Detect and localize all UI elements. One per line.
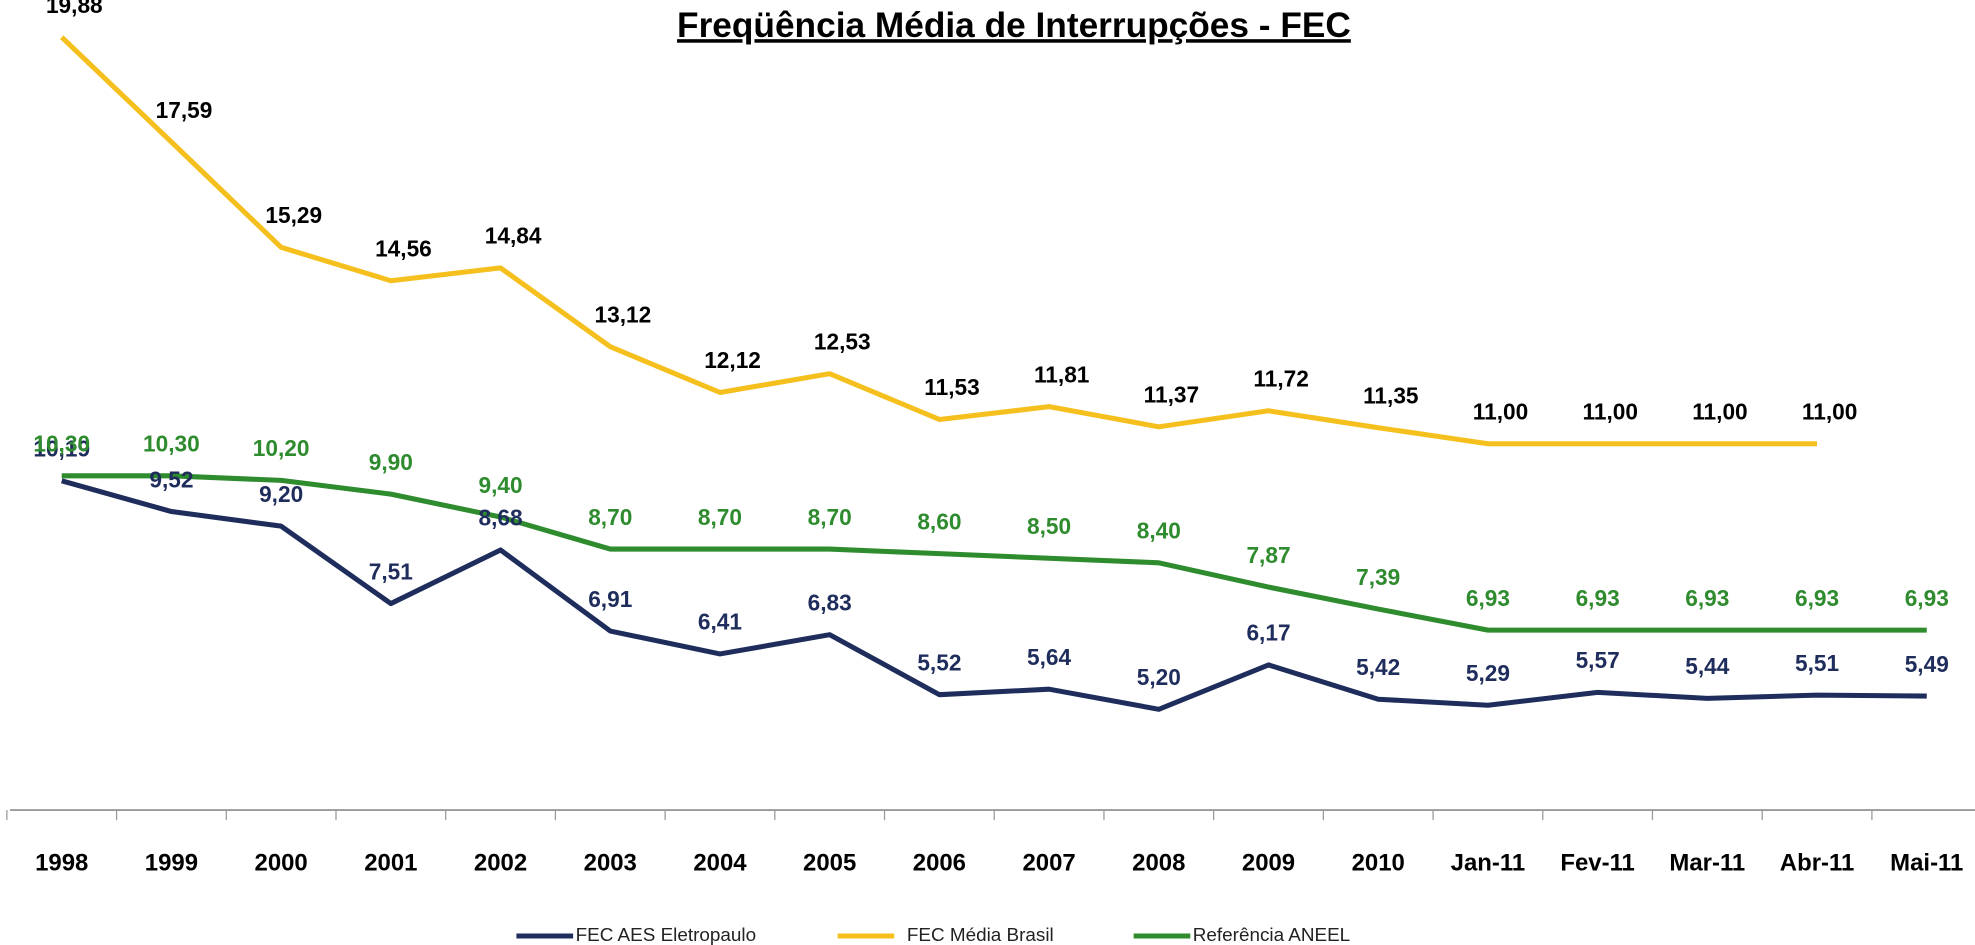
data-label: 5,49 bbox=[1905, 651, 1949, 677]
data-label: 5,64 bbox=[1027, 644, 1071, 670]
data-label: 13,12 bbox=[595, 301, 652, 327]
data-label: 9,20 bbox=[259, 481, 303, 507]
data-label: 8,70 bbox=[698, 504, 742, 530]
data-label: 8,60 bbox=[917, 508, 961, 534]
data-label: 5,44 bbox=[1685, 653, 1729, 679]
x-tick-label: Mai-11 bbox=[1890, 850, 1963, 877]
data-label: 7,87 bbox=[1246, 542, 1290, 568]
data-label: 8,70 bbox=[808, 504, 852, 530]
data-label: 14,84 bbox=[485, 223, 542, 249]
data-label: 6,91 bbox=[588, 586, 632, 612]
data-label: 11,81 bbox=[1034, 361, 1089, 387]
data-label: 5,57 bbox=[1576, 647, 1620, 673]
data-label: 10,30 bbox=[33, 431, 90, 457]
data-label: 11,35 bbox=[1363, 382, 1418, 408]
data-label: 5,20 bbox=[1137, 664, 1181, 690]
data-label: 9,40 bbox=[478, 472, 522, 498]
data-label: 19,88 bbox=[46, 0, 103, 18]
data-label: 6,93 bbox=[1576, 585, 1620, 611]
data-label: 10,20 bbox=[253, 435, 310, 461]
data-label: 17,59 bbox=[156, 97, 213, 123]
data-label: 11,00 bbox=[1473, 399, 1528, 425]
data-label: 7,51 bbox=[369, 558, 413, 584]
data-label: 11,37 bbox=[1144, 382, 1199, 408]
data-label: 11,00 bbox=[1692, 399, 1747, 425]
x-tick-label: 1999 bbox=[145, 850, 198, 877]
x-tick-label: Mar-11 bbox=[1669, 850, 1745, 877]
x-tick-label: 2007 bbox=[1022, 850, 1075, 877]
x-tick-label: 1998 bbox=[35, 850, 88, 877]
data-label: 6,93 bbox=[1905, 585, 1949, 611]
data-label: 9,90 bbox=[369, 449, 413, 475]
data-label: 11,00 bbox=[1583, 399, 1638, 425]
data-label: 5,42 bbox=[1356, 654, 1400, 680]
legend-label: FEC Média Brasil bbox=[907, 925, 1054, 945]
data-label: 8,68 bbox=[478, 505, 522, 531]
data-label: 9,52 bbox=[149, 466, 193, 492]
legend-label: Referência ANEEL bbox=[1193, 925, 1350, 945]
data-label: 6,93 bbox=[1685, 585, 1729, 611]
series-line bbox=[59, 35, 1818, 447]
x-tick-label: Fev-11 bbox=[1560, 850, 1634, 877]
data-label: 6,93 bbox=[1795, 585, 1839, 611]
data-label: 6,41 bbox=[698, 609, 742, 635]
data-label: 5,29 bbox=[1466, 660, 1510, 686]
data-label: 6,93 bbox=[1466, 585, 1510, 611]
x-tick-label: 2009 bbox=[1242, 850, 1295, 877]
x-tick-label: 2003 bbox=[584, 850, 637, 877]
data-label: 11,72 bbox=[1253, 366, 1308, 392]
x-tick-label: 2001 bbox=[364, 850, 417, 877]
chart-title: Freqüência Média de Interrupções - FEC bbox=[677, 6, 1351, 45]
data-label: 11,00 bbox=[1802, 399, 1857, 425]
x-tick-label: 2000 bbox=[255, 850, 308, 877]
data-label: 15,29 bbox=[265, 202, 322, 228]
x-tick-label: 2006 bbox=[913, 850, 966, 877]
data-label: 7,39 bbox=[1356, 564, 1400, 590]
legend-label: FEC AES Eletropaulo bbox=[576, 925, 756, 945]
data-label: 10,19 bbox=[33, 436, 90, 462]
data-label: 6,83 bbox=[808, 589, 852, 615]
x-tick-label: 2005 bbox=[803, 850, 856, 877]
x-tick-label: 2002 bbox=[474, 850, 527, 877]
x-tick-label: Jan-11 bbox=[1451, 850, 1525, 877]
x-tick-label: 2008 bbox=[1132, 850, 1185, 877]
data-label: 5,51 bbox=[1795, 650, 1839, 676]
data-label: 11,53 bbox=[924, 374, 979, 400]
x-tick-label: 2004 bbox=[693, 850, 747, 877]
data-label: 6,17 bbox=[1246, 620, 1290, 646]
data-label: 8,70 bbox=[588, 504, 632, 530]
data-label: 10,30 bbox=[143, 431, 200, 457]
x-tick-label: Abr-11 bbox=[1780, 850, 1854, 877]
series-line bbox=[61, 473, 1927, 633]
data-label: 12,53 bbox=[814, 328, 871, 354]
x-tick-label: 2010 bbox=[1352, 850, 1405, 877]
data-label: 8,40 bbox=[1137, 518, 1181, 544]
series-line bbox=[61, 478, 1927, 712]
data-label: 12,12 bbox=[704, 347, 761, 373]
data-label: 14,56 bbox=[375, 235, 432, 261]
data-label: 8,50 bbox=[1027, 513, 1071, 539]
data-label: 5,52 bbox=[917, 649, 961, 675]
